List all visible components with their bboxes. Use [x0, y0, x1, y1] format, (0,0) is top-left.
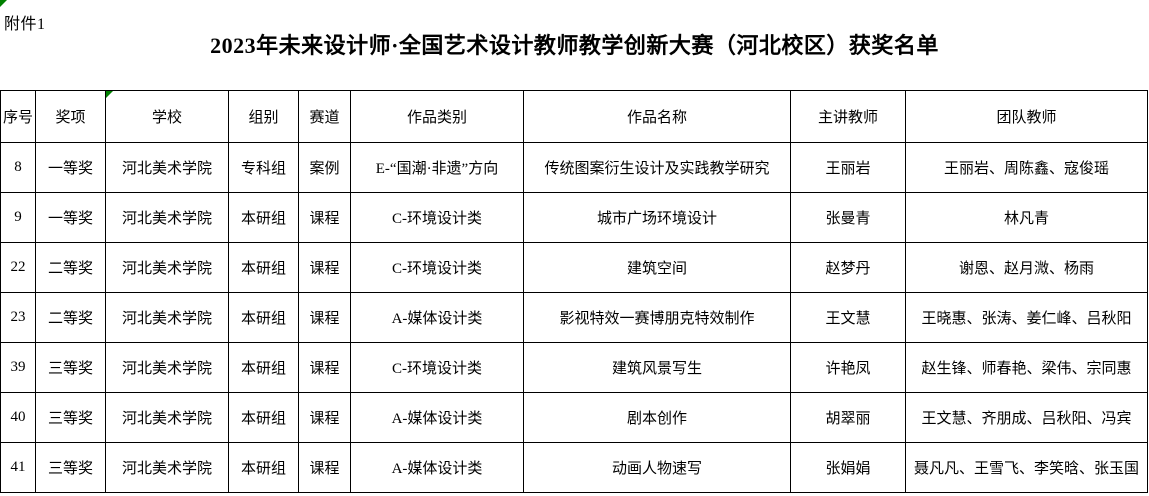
page-title: 2023年未来设计师·全国艺术设计教师教学创新大赛（河北校区）获奖名单	[210, 33, 939, 58]
cell-category: C-环境设计类	[350, 192, 524, 243]
cell-category: A-媒体设计类	[350, 442, 524, 493]
cell-comment-flag-icon	[106, 91, 113, 98]
cell-teacher: 赵梦丹	[790, 242, 906, 293]
cell-team: 王丽岩、周陈鑫、寇俊瑶	[905, 142, 1148, 193]
table-row: 22 二等奖 河北美术学院 本研组 课程 C-环境设计类 建筑空间 赵梦丹 谢恩、赵月溦、杨雨	[0, 242, 1148, 293]
cell-index: 41	[0, 442, 36, 493]
table-body: 8 一等奖 河北美术学院 专科组 案例 E-“国潮·非遗”方向 传统图案衍生设计及实践教学研…	[0, 142, 1148, 493]
cell-team: 聂凡凡、王雪飞、李笑晗、张玉国	[905, 442, 1148, 493]
column-header-team: 团队教师	[905, 90, 1148, 143]
awards-table: 序号 奖项 学校 组别 赛道 作品类别 作品名称 主讲教师 团队教师 8 一等奖河…	[0, 90, 1148, 493]
cell-award: 二等奖	[35, 292, 106, 343]
column-header-track: 赛道	[298, 90, 351, 143]
cell-track: 课程	[298, 192, 351, 243]
cell-group: 本研组	[228, 292, 299, 343]
cell-category: C-环境设计类	[350, 342, 524, 393]
cell-school: 河北美术学院	[105, 242, 229, 293]
cell-school: 河北美术学院	[105, 342, 229, 393]
cell-award: 一等奖	[35, 192, 106, 243]
sheet-corner-flag-icon	[0, 0, 7, 7]
cell-category: E-“国潮·非遗”方向	[350, 142, 524, 193]
cell-team: 林凡青	[905, 192, 1148, 243]
cell-school: 河北美术学院	[105, 442, 229, 493]
cell-school: 河北美术学院	[105, 392, 229, 443]
cell-track: 案例	[298, 142, 351, 193]
cell-school: 河北美术学院	[105, 192, 229, 243]
table-row: 9 一等奖 河北美术学院 本研组 课程 C-环境设计类 城市广场环境设计 张曼青 林凡青	[0, 192, 1148, 243]
cell-work: 城市广场环境设计	[523, 192, 791, 243]
cell-award: 一等奖	[35, 142, 106, 193]
cell-award: 三等奖	[35, 442, 106, 493]
cell-teacher: 张曼青	[790, 192, 906, 243]
cell-teacher: 张娟娟	[790, 442, 906, 493]
column-header-school-label: 学校	[151, 110, 182, 126]
cell-group: 本研组	[228, 342, 299, 393]
cell-category: A-媒体设计类	[350, 292, 524, 343]
cell-index: 40	[0, 392, 36, 443]
cell-work: 建筑风景写生	[523, 342, 791, 393]
cell-teacher: 许艳凤	[790, 342, 906, 393]
table-row: 23 二等奖 河北美术学院 本研组 课程 A-媒体设计类 影视特效一赛博朋克特效制作 王文慧王…	[0, 292, 1148, 343]
table-row: 39 三等奖 河北美术学院 本研组 课程 C-环境设计类 建筑风景写生 许艳凤 赵生锋、师春艳、…	[0, 342, 1148, 393]
table-row: 40 三等奖 河北美术学院 本研组 课程 A-媒体设计类 剧本创作 胡翠丽 王文慧、齐朋成、吕秋…	[0, 392, 1148, 443]
header-row: 序号 奖项 学校 组别 赛道 作品类别 作品名称 主讲教师 团队教师	[0, 90, 1148, 143]
cell-group: 本研组	[228, 392, 299, 443]
table-row: 8 一等奖 河北美术学院 专科组 案例 E-“国潮·非遗”方向 传统图案衍生设计及实践教学研…	[0, 142, 1148, 193]
cell-index: 39	[0, 342, 36, 393]
cell-work: 建筑空间	[523, 242, 791, 293]
table-row: 41 三等奖 河北美术学院 本研组 课程 A-媒体设计类 动画人物速写 张娟娟 聂凡凡、王雪飞、…	[0, 442, 1148, 493]
cell-team: 王晓惠、张涛、姜仁峰、吕秋阳	[905, 292, 1148, 343]
cell-index: 22	[0, 242, 36, 293]
cell-category: C-环境设计类	[350, 242, 524, 293]
column-header-group: 组别	[228, 90, 299, 143]
cell-group: 本研组	[228, 442, 299, 493]
cell-index: 9	[0, 192, 36, 243]
cell-school: 河北美术学院	[105, 142, 229, 193]
cell-track: 课程	[298, 392, 351, 443]
cell-group: 本研组	[228, 192, 299, 243]
attachment-label: 附件1	[4, 16, 46, 33]
cell-school: 河北美术学院	[105, 292, 229, 343]
column-header-index: 序号	[0, 90, 36, 143]
cell-category: A-媒体设计类	[350, 392, 524, 443]
cell-award: 二等奖	[35, 242, 106, 293]
cell-teacher: 胡翠丽	[790, 392, 906, 443]
cell-track: 课程	[298, 242, 351, 293]
cell-work: 传统图案衍生设计及实践教学研究	[523, 142, 791, 193]
cell-teacher: 王丽岩	[790, 142, 906, 193]
cell-group: 本研组	[228, 242, 299, 293]
column-header-category: 作品类别	[350, 90, 524, 143]
cell-index: 23	[0, 292, 36, 343]
cell-teacher: 王文慧	[790, 292, 906, 343]
cell-award: 三等奖	[35, 342, 106, 393]
cell-track: 课程	[298, 342, 351, 393]
cell-track: 课程	[298, 292, 351, 343]
column-header-teacher: 主讲教师	[790, 90, 906, 143]
cell-track: 课程	[298, 442, 351, 493]
cell-work: 影视特效一赛博朋克特效制作	[523, 292, 791, 343]
cell-team: 王文慧、齐朋成、吕秋阳、冯宾	[905, 392, 1148, 443]
cell-work: 剧本创作	[523, 392, 791, 443]
cell-team: 谢恩、赵月溦、杨雨	[905, 242, 1148, 293]
cell-award: 三等奖	[35, 392, 106, 443]
column-header-school: 学校	[105, 90, 229, 143]
cell-index: 8	[0, 142, 36, 193]
cell-work: 动画人物速写	[523, 442, 791, 493]
column-header-work: 作品名称	[523, 90, 791, 143]
cell-team: 赵生锋、师春艳、梁伟、宗同惠	[905, 342, 1148, 393]
column-header-award: 奖项	[35, 90, 106, 143]
cell-group: 专科组	[228, 142, 299, 193]
